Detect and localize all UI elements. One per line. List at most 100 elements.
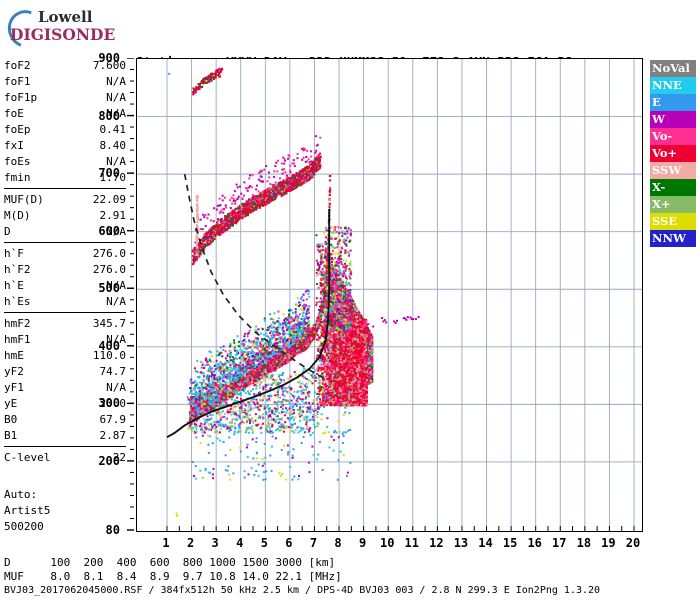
param-key: yF1	[4, 381, 24, 394]
param-row: C-level 22	[4, 450, 126, 466]
ionogram-parameter-panel: foF2 7.600 foF1 N/A foF1p N/A foE N/A foEp 0.41 fx…	[4, 58, 126, 471]
param-key: h`F2	[4, 263, 31, 276]
param-row: h`Es N/A	[4, 294, 126, 310]
legend-swatch-vo-[interactable]: Vo-	[650, 128, 696, 145]
param-row: fxI 8.40	[4, 138, 126, 154]
param-row: foEp 0.41	[4, 122, 126, 138]
x-tick-label: 7	[309, 536, 318, 550]
param-value: N/A	[106, 91, 126, 104]
param-value: 345.7	[92, 317, 126, 330]
param-value: N/A	[106, 155, 126, 168]
param-key: foE	[4, 107, 24, 120]
x-tick-label: 16	[527, 536, 542, 550]
param-key: h`F	[4, 247, 24, 260]
ionogram-plot-area[interactable]	[136, 58, 643, 532]
param-value: 8.40	[99, 139, 127, 152]
param-value: N/A	[106, 75, 126, 88]
legend-swatch-sse[interactable]: SSE	[650, 213, 696, 230]
legend-swatch-nnw[interactable]: NNW	[650, 230, 696, 247]
x-tick-label: 19	[601, 536, 616, 550]
param-row: D N/A	[4, 224, 126, 240]
param-value: 22.09	[92, 193, 126, 206]
footer-file-row: BVJ03_2017062045000.RSF / 384fx512h 50 k…	[4, 585, 601, 596]
param-value: N/A	[106, 333, 126, 346]
muf-dashed-curve	[183, 173, 328, 381]
param-key: foEp	[4, 123, 31, 136]
y-tick-label: 80	[105, 523, 120, 537]
x-tick-label: 15	[502, 536, 518, 550]
param-row: yF1 N/A	[4, 380, 126, 396]
param-key: yE	[4, 397, 18, 410]
param-key: D	[4, 225, 11, 238]
param-row: foE N/A	[4, 106, 126, 122]
param-row: yE 20.0	[4, 396, 126, 412]
param-row: yF2 74.7	[4, 364, 126, 380]
param-value: N/A	[106, 225, 126, 238]
param-key: fmin	[4, 171, 31, 184]
x-tick-label: 13	[453, 536, 469, 550]
param-key: fxI	[4, 139, 24, 152]
x-tick-label: 10	[379, 536, 395, 550]
param-key: yF2	[4, 365, 24, 378]
param-value: 22	[112, 451, 126, 464]
y-tick-label: 200	[98, 453, 120, 468]
param-group: foF2 7.600 foF1 N/A foF1p N/A foE N/A foEp 0.41 fx…	[4, 58, 126, 189]
lowell-digisonde-logo: Lowell DIGISONDE	[1, 4, 124, 54]
param-row: foF1p N/A	[4, 90, 126, 106]
legend-swatch-nne[interactable]: NNE	[650, 77, 696, 94]
footer-distance-row: D 100 200 400 600 800 1000 1500 3000 [km…	[4, 556, 336, 569]
auto-line: Auto:	[4, 488, 38, 501]
param-value: N/A	[106, 295, 126, 308]
auto-line: Artist5	[4, 504, 51, 517]
param-row: h`F 276.0	[4, 246, 126, 262]
plot-data-layer	[166, 67, 420, 517]
legend-swatch-x-[interactable]: X+	[650, 196, 696, 213]
x-tick-label: 12	[429, 536, 444, 550]
legend-swatch-w[interactable]: W	[650, 111, 696, 128]
footer-muf-row: MUF 8.0 8.1 8.4 8.9 9.7 10.8 14.0 22.1 […	[4, 570, 342, 583]
param-key: B0	[4, 413, 18, 426]
param-key: h`E	[4, 279, 24, 292]
x-tick-label: 2	[186, 536, 195, 550]
param-key: B1	[4, 429, 18, 442]
y-tick-label: 900	[98, 51, 120, 65]
param-row: hmF2 345.7	[4, 316, 126, 332]
legend-swatch-e[interactable]: E	[650, 94, 696, 111]
y-tick-label: 300	[98, 396, 120, 411]
y-tick-label: 400	[98, 338, 120, 353]
param-value: N/A	[106, 107, 126, 120]
auto-line: 500200	[4, 520, 44, 533]
y-tick-label: 500	[98, 281, 120, 296]
param-value: 0.41	[99, 123, 127, 136]
param-key: foEs	[4, 155, 31, 168]
x-tick-label: 4	[236, 536, 244, 550]
param-key: C-level	[4, 451, 51, 464]
legend-swatch-x-[interactable]: X-	[650, 179, 696, 196]
y-tick-label: 600	[98, 223, 120, 238]
y-tick-label: 800	[98, 108, 120, 123]
edp-solid-curve	[166, 208, 331, 439]
legend-swatch-vo-[interactable]: Vo+	[650, 145, 696, 162]
legend-swatch-ssw[interactable]: SSW	[650, 162, 696, 179]
param-group: MUF(D) 22.09 M(D) 2.91 D N/A	[4, 192, 126, 243]
param-row: MUF(D) 22.09	[4, 192, 126, 208]
x-tick-label: 8	[334, 536, 342, 550]
logo-brand-bottom: DIGISONDE	[10, 25, 116, 44]
y-tick-label: 700	[98, 166, 120, 181]
param-row: B1 2.87	[4, 428, 126, 444]
legend-swatch-noval[interactable]: NoVal	[650, 60, 696, 77]
param-key: hmF2	[4, 317, 31, 330]
param-value: 7.600	[92, 59, 126, 72]
param-value: 20.0	[99, 397, 127, 410]
param-group: hmF2 345.7 hmF1 N/A hmE 110.0 yF2 74.7 yF1 N/A yE 2…	[4, 316, 126, 447]
param-key: MUF(D)	[4, 193, 44, 206]
autoscaling-info: Auto: Artist5 500200	[4, 487, 126, 535]
param-key: hmF1	[4, 333, 31, 346]
param-value: 67.9	[99, 413, 127, 426]
x-tick-label: 14	[478, 536, 493, 550]
param-value: N/A	[106, 279, 126, 292]
param-row: hmF1 N/A	[4, 332, 126, 348]
param-group: h`F 276.0 h`F2 276.0 h`E N/A h`Es N/A	[4, 246, 126, 313]
y-axis-ticks	[127, 58, 134, 531]
polarization-legend: NoVal NNE E W Vo- Vo+ SSW X- X+ SSE NNW	[650, 60, 696, 247]
